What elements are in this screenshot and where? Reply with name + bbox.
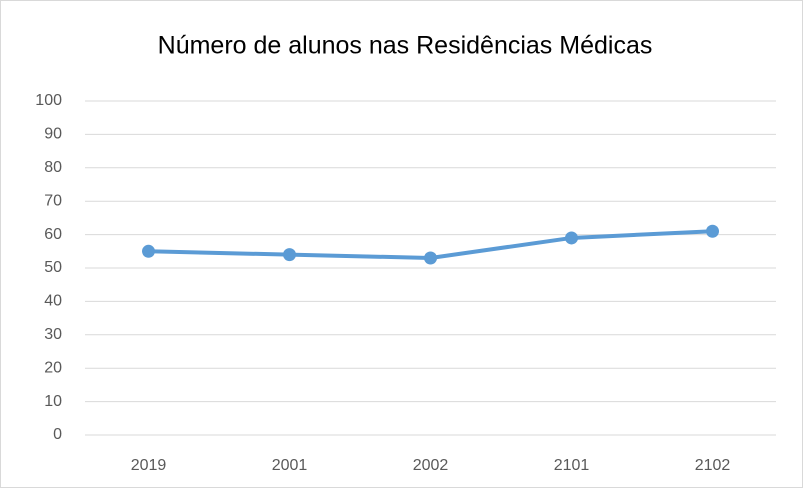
y-tick-label: 20 <box>44 359 62 376</box>
y-tick-label: 50 <box>44 259 62 276</box>
y-tick-label: 80 <box>44 159 62 176</box>
y-tick-label: 0 <box>53 426 62 443</box>
marker <box>283 248 296 262</box>
y-tick-label: 70 <box>44 192 62 209</box>
x-tick-label: 2102 <box>695 457 731 474</box>
y-tick-label: 10 <box>44 393 62 410</box>
y-tick-label: 40 <box>44 293 62 310</box>
marker <box>142 244 155 258</box>
y-tick-label: 60 <box>44 226 62 243</box>
marker <box>565 231 578 245</box>
chart-title: Número de alunos nas Residências Médicas <box>158 32 653 60</box>
y-tick-label: 90 <box>44 126 62 143</box>
y-tick-label: 30 <box>44 326 62 343</box>
marker <box>424 251 437 265</box>
x-tick-label: 2019 <box>131 457 167 474</box>
x-tick-label: 2001 <box>272 457 308 474</box>
x-tick-label: 2101 <box>554 457 590 474</box>
y-tick-label: 100 <box>35 92 62 109</box>
marker <box>706 224 719 238</box>
x-tick-label: 2002 <box>413 457 449 474</box>
